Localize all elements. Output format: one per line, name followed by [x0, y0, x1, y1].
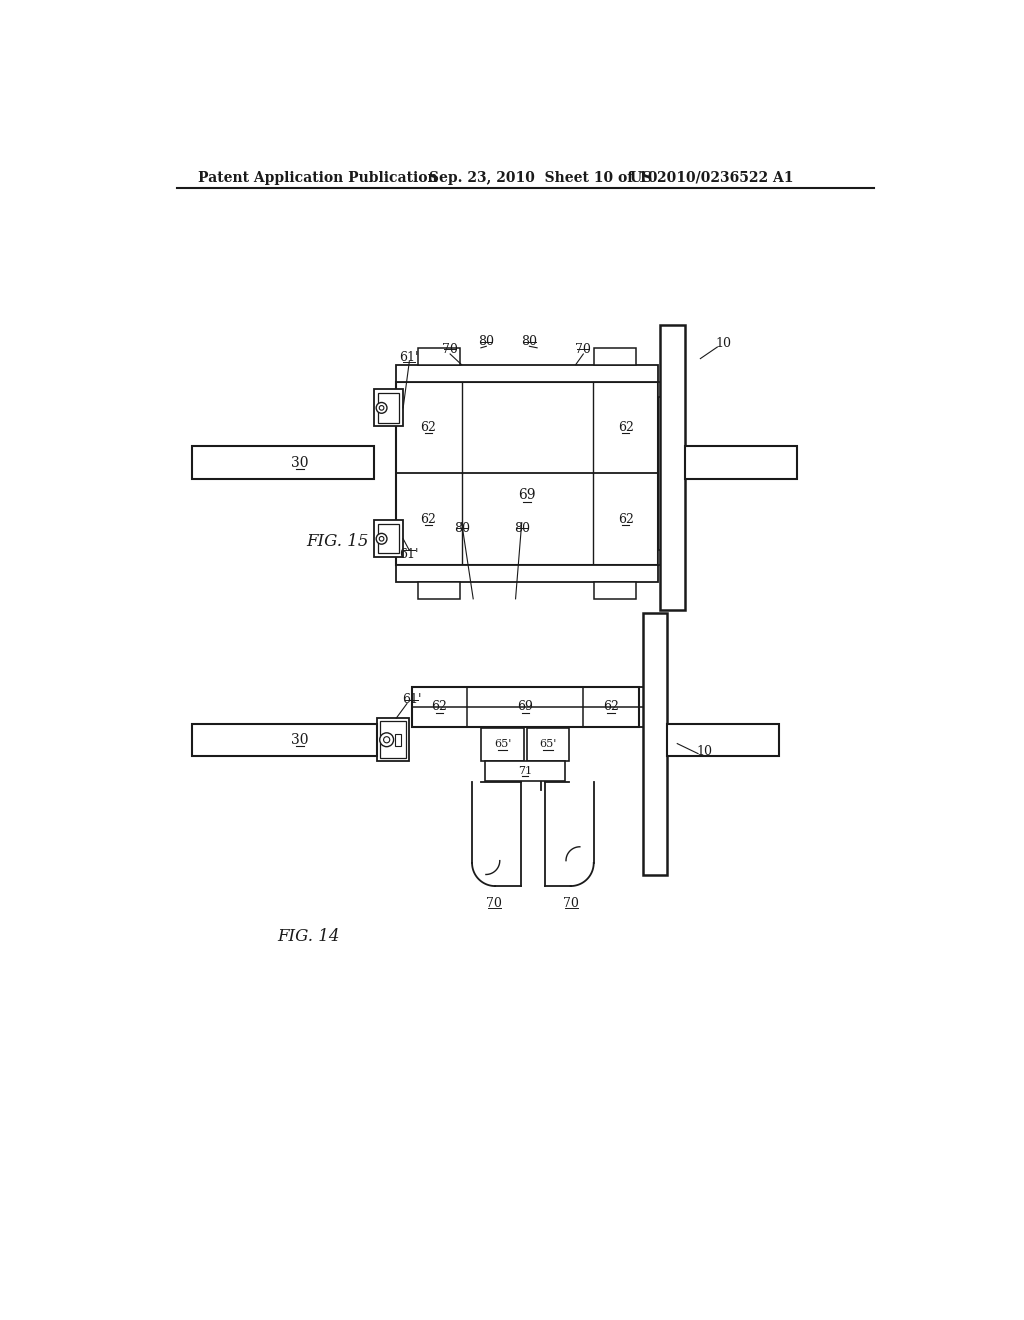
Bar [380, 721, 407, 758]
Bar [643, 612, 668, 875]
Bar [396, 364, 658, 381]
Circle shape [379, 536, 384, 541]
Bar [396, 565, 658, 582]
Text: 30: 30 [291, 733, 308, 747]
Bar [658, 549, 660, 565]
Text: 10: 10 [696, 744, 713, 758]
Text: Patent Application Publication: Patent Application Publication [199, 170, 438, 185]
Bar [378, 524, 399, 553]
Text: 61': 61' [401, 693, 421, 706]
Circle shape [376, 533, 387, 544]
Text: Sep. 23, 2010  Sheet 10 of 10: Sep. 23, 2010 Sheet 10 of 10 [429, 170, 657, 185]
Bar [193, 446, 374, 479]
Bar [526, 729, 569, 760]
Bar [193, 723, 377, 756]
Text: 80: 80 [514, 521, 529, 535]
Circle shape [384, 737, 390, 743]
Bar [668, 723, 779, 756]
Bar [594, 582, 637, 599]
Text: 80: 80 [521, 335, 538, 348]
Text: 62: 62 [431, 700, 447, 713]
Bar [660, 326, 685, 610]
Text: 62: 62 [603, 700, 618, 713]
Bar [481, 729, 523, 760]
Text: 69: 69 [518, 488, 536, 503]
Text: 30: 30 [291, 455, 308, 470]
Bar [418, 582, 460, 599]
Bar [418, 348, 460, 364]
Bar [685, 446, 797, 479]
Text: 70: 70 [442, 343, 458, 356]
Text: US 2010/0236522 A1: US 2010/0236522 A1 [630, 170, 793, 185]
Circle shape [380, 733, 393, 747]
Circle shape [379, 405, 384, 411]
Bar [485, 760, 565, 780]
Text: 70: 70 [563, 898, 580, 911]
Bar [374, 389, 403, 426]
Text: 62: 62 [617, 512, 634, 525]
Bar [396, 381, 658, 565]
Text: FIG. 14: FIG. 14 [276, 928, 339, 945]
Text: 71: 71 [518, 766, 532, 776]
Text: 61': 61' [399, 548, 419, 561]
Text: 80: 80 [478, 335, 495, 348]
Text: 62: 62 [421, 421, 436, 434]
Text: 70: 70 [575, 343, 591, 356]
Bar [594, 348, 637, 364]
Text: FIG. 15: FIG. 15 [306, 533, 369, 550]
Bar [394, 734, 401, 746]
Text: 10: 10 [716, 337, 731, 350]
Bar [377, 718, 410, 762]
Text: 61': 61' [399, 351, 419, 363]
Text: 69: 69 [517, 700, 534, 713]
Text: 62: 62 [421, 512, 436, 525]
Text: 65': 65' [494, 739, 511, 750]
Bar [378, 393, 399, 422]
Text: 70: 70 [486, 898, 503, 911]
Bar [412, 686, 639, 726]
Text: 80: 80 [454, 521, 470, 535]
Text: 62: 62 [617, 421, 634, 434]
Text: 65': 65' [540, 739, 557, 750]
Bar [658, 381, 660, 397]
Circle shape [376, 403, 387, 413]
Bar [374, 520, 403, 557]
